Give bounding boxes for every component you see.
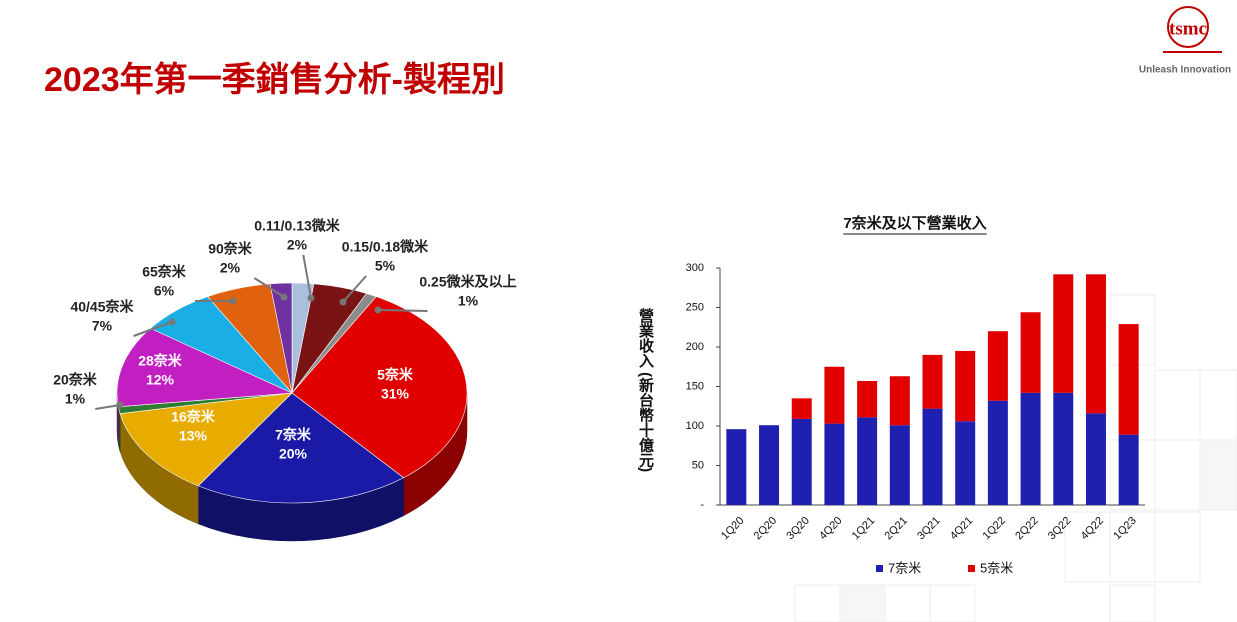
y-tick-label: 300 xyxy=(686,262,704,274)
slice-label: 5奈米 xyxy=(377,367,414,383)
x-tick-label: 4Q21 xyxy=(948,515,976,543)
slide-title: 2023年第一季銷售分析-製程別 xyxy=(44,60,505,99)
leader-dot xyxy=(374,306,382,314)
slice-label: 7奈米 xyxy=(275,427,312,443)
logo-mark: tsmc xyxy=(1169,18,1207,39)
bar-segment xyxy=(726,429,747,505)
y-tick-label: 50 xyxy=(692,459,704,471)
slice-label: 0.15/0.18微米 xyxy=(342,239,429,255)
x-tick-label: 1Q21 xyxy=(850,515,878,543)
slice-label: 20奈米 xyxy=(53,372,98,388)
leader-line xyxy=(342,275,367,303)
x-tick-label: 1Q22 xyxy=(981,515,1009,543)
bar-segment xyxy=(1085,413,1106,505)
leader-dot xyxy=(168,318,176,326)
bar-segment xyxy=(857,417,878,505)
bar-segment xyxy=(857,380,878,418)
legend-swatch xyxy=(876,565,883,572)
leader-line xyxy=(377,309,428,312)
y-tick-label: 250 xyxy=(686,301,704,313)
x-tick-label: 2Q21 xyxy=(882,515,910,543)
bar-segment xyxy=(1053,392,1074,505)
y-tick-label: - xyxy=(700,499,704,511)
bar-segment xyxy=(922,354,943,409)
legend-label: 7奈米 xyxy=(888,560,921,575)
slice-value-label: 2% xyxy=(287,237,308,253)
bar-segment xyxy=(791,418,812,505)
slice-value-label: 5% xyxy=(375,258,396,274)
slice-value-label: 12% xyxy=(146,372,175,388)
slice-label: 90奈米 xyxy=(208,241,253,257)
x-tick-label: 1Q23 xyxy=(1111,515,1139,543)
x-tick-label: 3Q20 xyxy=(784,515,812,543)
legend-swatch xyxy=(968,565,975,572)
leader-line xyxy=(95,404,121,410)
x-tick-label: 4Q22 xyxy=(1079,515,1107,543)
bar-segment xyxy=(987,400,1008,505)
leader-line xyxy=(302,254,312,299)
bar-segment xyxy=(1085,274,1106,414)
slice-value-label: 1% xyxy=(65,391,86,407)
x-tick-label: 1Q20 xyxy=(719,515,747,543)
leader-dot xyxy=(229,297,237,305)
slice-value-label: 2% xyxy=(220,260,241,276)
pie-slice xyxy=(269,282,293,394)
slice-value-label: 31% xyxy=(381,386,410,402)
slice-label: 65奈米 xyxy=(142,264,187,280)
chart-title: 7奈米及以下營業收入 xyxy=(843,214,986,232)
bar-segment xyxy=(824,366,845,424)
slice-label: 0.25微米及以上 xyxy=(419,274,516,290)
bar-segment xyxy=(1020,392,1041,505)
bar-segment xyxy=(759,425,780,505)
slice-value-label: 7% xyxy=(92,318,113,334)
bar-segment xyxy=(791,398,812,419)
bar-segment xyxy=(1118,434,1139,505)
slice-value-label: 13% xyxy=(179,428,208,444)
logo-tagline: Unleash Innovation xyxy=(1139,65,1231,76)
pie-slice xyxy=(197,392,405,504)
leader-dot xyxy=(339,298,347,306)
bar-segment xyxy=(889,425,910,505)
x-tick-label: 3Q22 xyxy=(1046,515,1074,543)
slice-value-label: 20% xyxy=(279,446,308,462)
logo: tsmc Unleash Innovation xyxy=(1139,6,1231,76)
bar-segment xyxy=(824,423,845,505)
bar-segment xyxy=(889,376,910,426)
leader-line xyxy=(253,277,285,298)
pie-slice xyxy=(291,296,468,479)
bar-segment xyxy=(955,421,976,505)
bar-segment xyxy=(922,408,943,505)
y-axis-label: 營業收入 (新台幣十億元) xyxy=(637,307,655,472)
y-tick-label: 150 xyxy=(686,380,704,392)
slice-label: 0.11/0.13微米 xyxy=(254,218,341,234)
x-tick-label: 3Q21 xyxy=(915,515,943,543)
slice-label: 16奈米 xyxy=(171,409,216,425)
bar-segment xyxy=(955,350,976,422)
pie-slice xyxy=(119,392,293,487)
y-tick-label: 100 xyxy=(686,420,704,432)
background-tiles xyxy=(794,294,1237,622)
leader-line xyxy=(133,321,173,337)
bar-segment xyxy=(1118,324,1139,435)
x-tick-label: 2Q22 xyxy=(1013,515,1041,543)
bar-segment xyxy=(1020,312,1041,393)
x-tick-label: 4Q20 xyxy=(817,515,845,543)
slice-value-label: 1% xyxy=(458,293,479,309)
leader-dot xyxy=(280,293,288,301)
x-tick-label: 2Q20 xyxy=(752,515,780,543)
slice-value-label: 6% xyxy=(154,283,175,299)
leader-dot xyxy=(307,294,315,302)
slice-label: 28奈米 xyxy=(138,353,183,369)
slice-label: 40/45奈米 xyxy=(70,299,134,315)
bar-segment xyxy=(987,331,1008,401)
bar-segment xyxy=(1053,274,1074,393)
legend-label: 5奈米 xyxy=(980,560,1013,575)
leader-dot xyxy=(116,401,124,409)
y-tick-label: 200 xyxy=(686,341,704,353)
